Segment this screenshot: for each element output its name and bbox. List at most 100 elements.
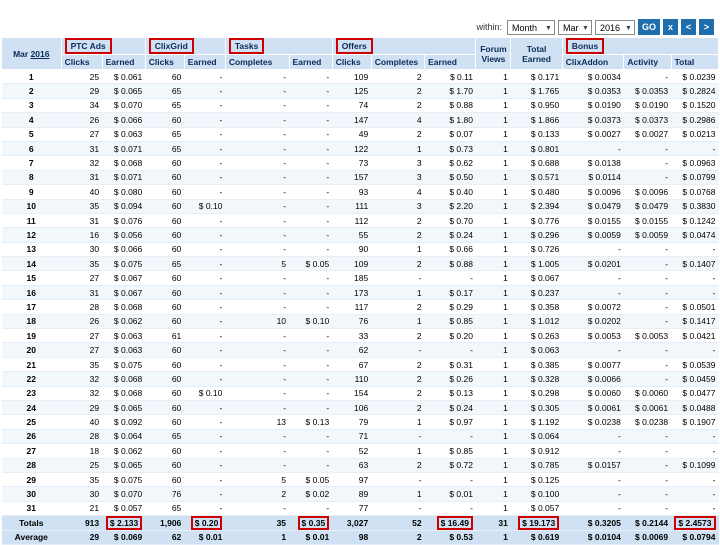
previous-icon[interactable]: < [681,19,696,35]
table-cell: $ 0.1099 [671,458,719,473]
table-cell: $ 0.070 [102,98,146,114]
table-cell: 1 [475,227,511,243]
table-cell: 112 [332,213,372,229]
average-cell: 98 [332,530,372,545]
table-cell: 60 [145,371,185,387]
table-cell: 29 [61,83,103,99]
table-cell: - [289,270,333,286]
totals-cell: Totals [1,515,62,531]
table-cell: 76 [332,314,372,330]
table-cell: $ 0.801 [510,141,563,157]
table-cell: - [671,270,719,286]
year-link[interactable]: 2016 [30,48,50,59]
table-cell: 27 [61,328,103,344]
table-cell: 27 [61,270,103,286]
table-cell: 35 [61,199,103,214]
col-header: Earned [424,54,477,70]
day-cell: 10 [1,199,62,214]
year-select[interactable]: 2016 ▼ [594,19,635,35]
table-cell: $ 0.31 [424,357,476,373]
table-cell: - [184,155,226,171]
table-cell: 1 [475,414,511,430]
day-cell: 19 [1,328,62,344]
table-cell: $ 0.0353 [623,83,672,99]
table-cell: 26 [61,314,103,330]
table-cell: 2 [371,213,425,229]
table-cell: $ 0.061 [102,69,146,85]
table-cell: 4 [371,184,425,200]
table-cell: $ 0.0963 [671,155,719,171]
average-cell: Average [1,530,62,545]
table-cell: $ 0.97 [424,414,476,430]
table-cell: - [424,270,476,286]
average-cell: 2 [371,530,425,545]
close-icon[interactable]: x [663,19,678,35]
table-cell: $ 0.13 [289,414,333,430]
table-cell: $ 0.05 [289,256,333,272]
table-row: 3 34 $ 0.070 65- - -74 2 $ 0.88 1 $ 0.950 $ 0.0190… [1,98,719,114]
table-cell: 65 [145,501,185,517]
period-select[interactable]: Month ▼ [506,19,555,35]
table-row: 10 35 $ 0.094 60 $ 0.10- -111 3 $ 2.20 1 $ 2.394 $… [1,199,719,214]
table-cell: - [184,98,226,114]
table-cell: - [562,342,624,358]
table-cell: $ 0.358 [510,299,563,315]
average-cell: $ 0.069 [102,530,146,545]
table-cell: - [371,429,425,445]
average-cell: $ 0.619 [510,530,563,545]
table-cell: - [289,213,333,229]
table-row: 8 31 $ 0.071 60- - -157 3 $ 0.50 1 $ 0.571 $ 0.011… [1,170,719,186]
table-cell: 31 [61,170,103,186]
table-cell: $ 0.0034 [562,69,624,85]
table-cell: - [623,342,672,358]
table-cell: - [289,400,333,416]
table-cell: 27 [61,127,103,142]
table-cell: - [424,429,476,445]
table-cell: $ 0.950 [510,98,563,114]
table-cell: $ 0.0501 [671,299,719,315]
table-cell: $ 0.0238 [623,414,672,430]
table-cell: 2 [371,227,425,243]
table-cell: $ 0.1417 [671,314,719,330]
table-cell: 60 [145,357,185,373]
table-cell: $ 0.100 [510,486,563,502]
go-button[interactable]: GO [637,19,660,35]
day-cell: 30 [1,486,62,502]
table-cell: $ 0.0373 [623,112,672,128]
table-cell: 3 [371,199,425,214]
table-cell: 2 [371,256,425,272]
table-cell: $ 0.066 [102,242,146,258]
table-cell: 60 [145,472,185,488]
col-header: Earned [101,54,146,70]
table-cell: 60 [145,112,185,128]
table-cell: - [289,199,333,214]
table-cell: - [371,342,425,358]
table-cell: $ 0.0027 [623,127,672,142]
table-cell: - [623,69,672,85]
table-row: 22 32 $ 0.068 60- - -110 2 $ 0.26 1 $ 0.328 $ 0.00… [1,371,719,387]
table-cell: - [184,141,226,157]
next-icon[interactable]: > [699,19,714,35]
table-cell: $ 0.0077 [562,357,624,373]
table-cell: $ 0.1242 [671,213,719,229]
table-cell: - [184,501,226,517]
table-cell: $ 0.29 [424,299,476,315]
table-cell: 60 [145,155,185,171]
table-cell: $ 0.776 [510,213,563,229]
table-cell: - [623,357,672,373]
table-cell: 76 [145,486,185,502]
table-cell: 2 [371,357,425,373]
month-select[interactable]: Mar ▼ [557,19,592,35]
day-cell: 8 [1,170,62,186]
table-cell: $ 0.125 [510,472,563,488]
table-cell: $ 0.62 [424,155,476,171]
table-cell: $ 0.73 [424,141,476,157]
table-cell: $ 0.298 [510,386,563,401]
table-cell: 61 [145,328,185,344]
table-cell: 1 [371,414,425,430]
table-cell: - [671,429,719,445]
table-cell: - [562,486,624,502]
table-cell: 31 [61,213,103,229]
table-cell: $ 0.13 [424,386,476,401]
table-cell: $ 0.0474 [671,227,719,243]
